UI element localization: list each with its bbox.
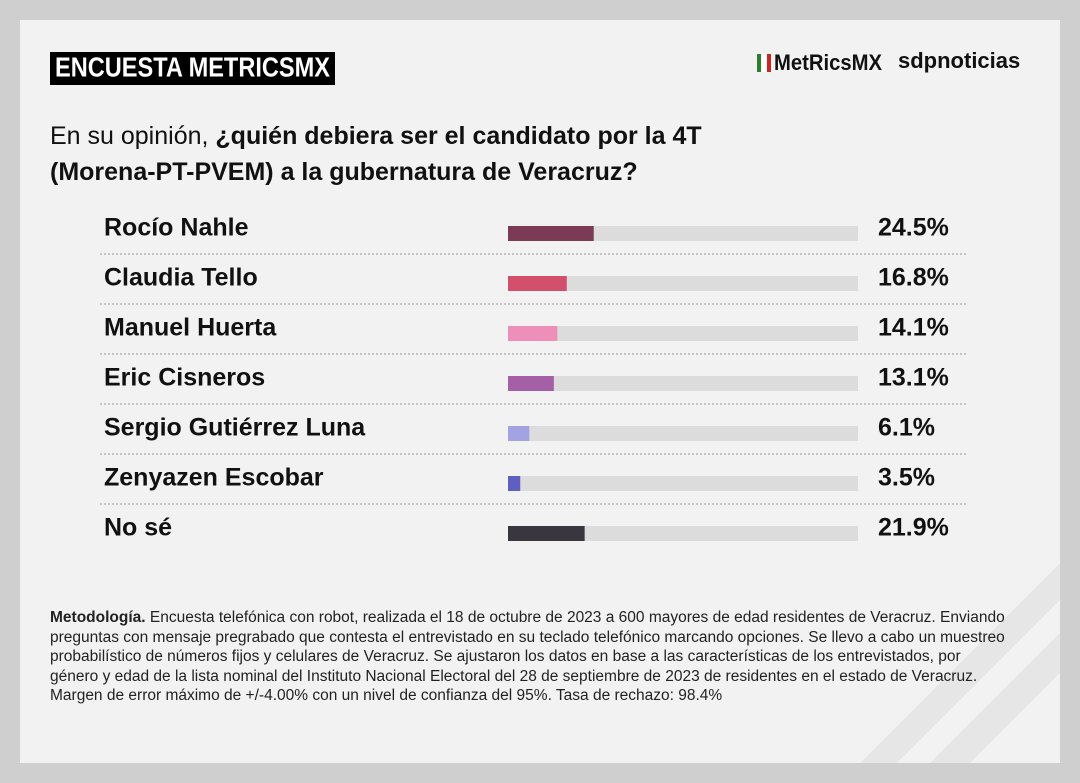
methodology-label: Metodología. [50, 609, 146, 626]
methodology-text: Encuesta telefónica con robot, realizada… [50, 609, 1005, 705]
question-bold: ¿quién debiera ser el candidato por la 4… [50, 122, 702, 186]
header-title: ENCUESTA METRICSMX [55, 51, 330, 82]
header-box [50, 52, 335, 85]
question: En su opinión, ¿quién debiera ser el can… [50, 118, 810, 190]
value-label: 14.1% [878, 314, 949, 342]
value-label: 13.1% [878, 364, 949, 392]
methodology: Metodología. Encuesta telefónica con rob… [50, 608, 1010, 706]
bar [508, 326, 558, 341]
category-label: Manuel Huerta [104, 314, 277, 342]
logo-flag [757, 54, 761, 72]
bar-track [508, 426, 858, 441]
question-lead: En su opinión, [50, 122, 209, 150]
bar-track [508, 526, 858, 541]
bar-track [508, 226, 858, 241]
bar [508, 276, 567, 291]
card [20, 20, 1060, 763]
bar [508, 426, 530, 441]
bar-track [508, 476, 858, 491]
bar-track [508, 326, 858, 341]
category-label: Claudia Tello [104, 264, 258, 292]
bar [508, 476, 521, 491]
logo-flag [762, 54, 766, 72]
category-label: Rocío Nahle [104, 214, 249, 242]
logo-metricsmx: MetRicsMX [774, 50, 882, 75]
bar-track [508, 276, 858, 291]
category-label: Zenyazen Escobar [104, 464, 324, 492]
logo-sdpnoticias: sdpnoticias [898, 48, 1020, 73]
value-label: 6.1% [878, 414, 935, 442]
value-label: 24.5% [878, 214, 949, 242]
value-label: 21.9% [878, 514, 949, 542]
bar [508, 376, 554, 391]
decor-stripe [860, 563, 1060, 763]
value-label: 3.5% [878, 464, 935, 492]
category-label: No sé [104, 514, 172, 542]
logo-flag [767, 54, 771, 72]
bar-track [508, 376, 858, 391]
decor-stripe [930, 633, 1060, 763]
value-label: 16.8% [878, 264, 949, 292]
bar [508, 226, 594, 241]
category-label: Eric Cisneros [104, 364, 265, 392]
category-label: Sergio Gutiérrez Luna [104, 414, 366, 442]
bar [508, 526, 585, 541]
